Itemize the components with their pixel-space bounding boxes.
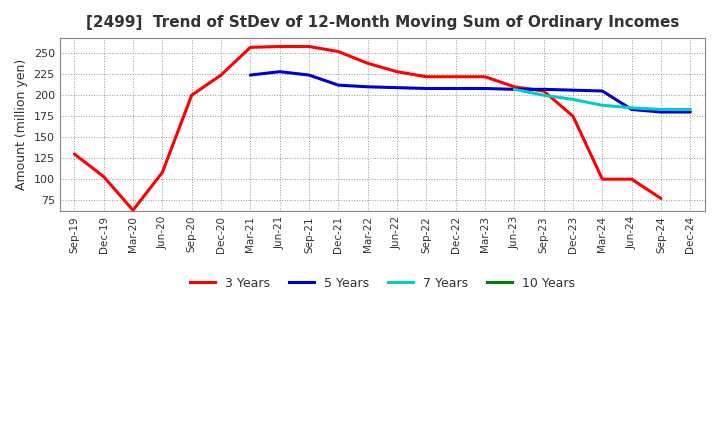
Y-axis label: Amount (million yen): Amount (million yen)	[15, 59, 28, 190]
Legend: 3 Years, 5 Years, 7 Years, 10 Years: 3 Years, 5 Years, 7 Years, 10 Years	[185, 272, 580, 295]
Title: [2499]  Trend of StDev of 12-Month Moving Sum of Ordinary Incomes: [2499] Trend of StDev of 12-Month Moving…	[86, 15, 679, 30]
